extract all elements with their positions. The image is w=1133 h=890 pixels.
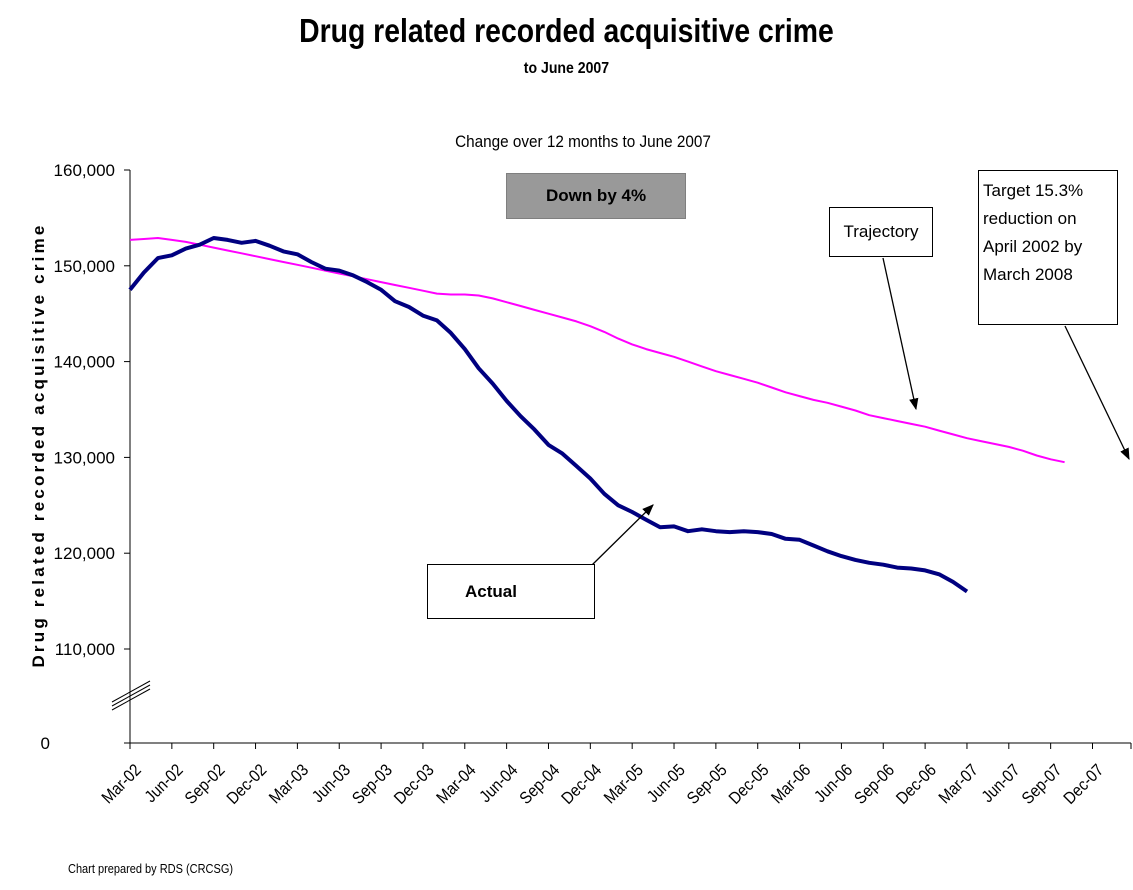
x-tick-label: Mar-05 <box>601 761 647 807</box>
footnote: Chart prepared by RDS (CRCSG) <box>68 862 234 876</box>
trajectory-callout: Trajectory <box>829 207 933 257</box>
x-tick-label: Jun-06 <box>811 761 856 806</box>
axis-break-mark <box>111 680 151 703</box>
x-tick-label: Mar-02 <box>99 761 145 807</box>
y-tick-label: 160,000 <box>54 161 115 180</box>
x-tick-label: Jun-03 <box>309 761 354 806</box>
actual-callout: Actual <box>427 564 595 619</box>
y-tick-label: 130,000 <box>54 448 115 467</box>
x-tick-label: Sep-06 <box>851 761 898 808</box>
x-tick-label: Jun-05 <box>644 761 689 806</box>
target-arrow <box>1064 325 1130 461</box>
y-tick-label: 0 <box>41 734 50 753</box>
x-tick-label: Dec-02 <box>224 761 271 808</box>
target-callout-line: reduction on <box>983 209 1077 228</box>
x-tick-label: Mar-03 <box>266 761 312 807</box>
x-tick-label: Mar-04 <box>434 761 480 807</box>
x-tick-label: Sep-03 <box>349 761 396 808</box>
x-tick-label: Jun-02 <box>142 761 187 806</box>
y-tick-label: 120,000 <box>54 544 115 563</box>
annotation-arrows <box>591 257 1130 566</box>
change-badge: Down by 4% <box>506 173 686 219</box>
chart-subtitle: to June 2007 <box>523 60 610 77</box>
trajectory-arrow <box>882 257 919 411</box>
series-lines <box>128 236 1065 594</box>
x-tick-label: Mar-06 <box>768 761 814 807</box>
y-tick-label: 140,000 <box>54 353 115 372</box>
y-tick-label: 110,000 <box>55 640 115 659</box>
target-callout-line: April 2002 by <box>983 237 1083 256</box>
trajectory-callout-text: Trajectory <box>843 222 919 241</box>
x-tick-label: Jun-04 <box>477 761 522 806</box>
x-tick-label: Dec-03 <box>391 761 438 808</box>
actual-arrow <box>591 504 654 566</box>
change-badge-text: Down by 4% <box>545 186 647 205</box>
x-tick-label: Jun-07 <box>979 761 1024 806</box>
target-callout-line: Target 15.3% <box>983 181 1084 200</box>
y-axis-ticks: 0 110,000 120,000 130,000 140,000 150,000 160,… <box>41 161 130 753</box>
x-tick-label: Sep-07 <box>1019 761 1066 808</box>
x-tick-label: Dec-06 <box>893 761 940 808</box>
axis-break-mark <box>111 688 151 711</box>
axis-break-mark <box>111 684 151 707</box>
y-tick-label: 150,000 <box>54 257 115 276</box>
x-tick-label: Sep-04 <box>517 761 564 808</box>
target-callout: Target 15.3% reduction on April 2002 by … <box>978 170 1118 325</box>
x-tick-label: Sep-05 <box>684 761 731 808</box>
chart-title: Drug related recorded acquisitive crime <box>299 12 834 49</box>
x-tick-label: Dec-04 <box>558 761 605 808</box>
plot-subtitle: Change over 12 months to June 2007 <box>455 132 711 151</box>
x-tick-label: Dec-05 <box>726 761 773 808</box>
x-axis-ticks: Mar-02Jun-02Sep-02Dec-02Mar-03Jun-03Sep-… <box>99 743 1132 808</box>
y-axis-label: Drug related recorded acquisitive crime <box>29 222 48 667</box>
series-line-actual <box>128 236 969 594</box>
target-callout-line: March 2008 <box>983 265 1073 284</box>
x-tick-label: Sep-02 <box>182 761 229 808</box>
series-line-trajectory <box>129 237 1065 464</box>
x-tick-label: Dec-07 <box>1061 761 1108 808</box>
actual-callout-text: Actual <box>465 581 517 601</box>
x-tick-label: Mar-07 <box>936 761 982 807</box>
